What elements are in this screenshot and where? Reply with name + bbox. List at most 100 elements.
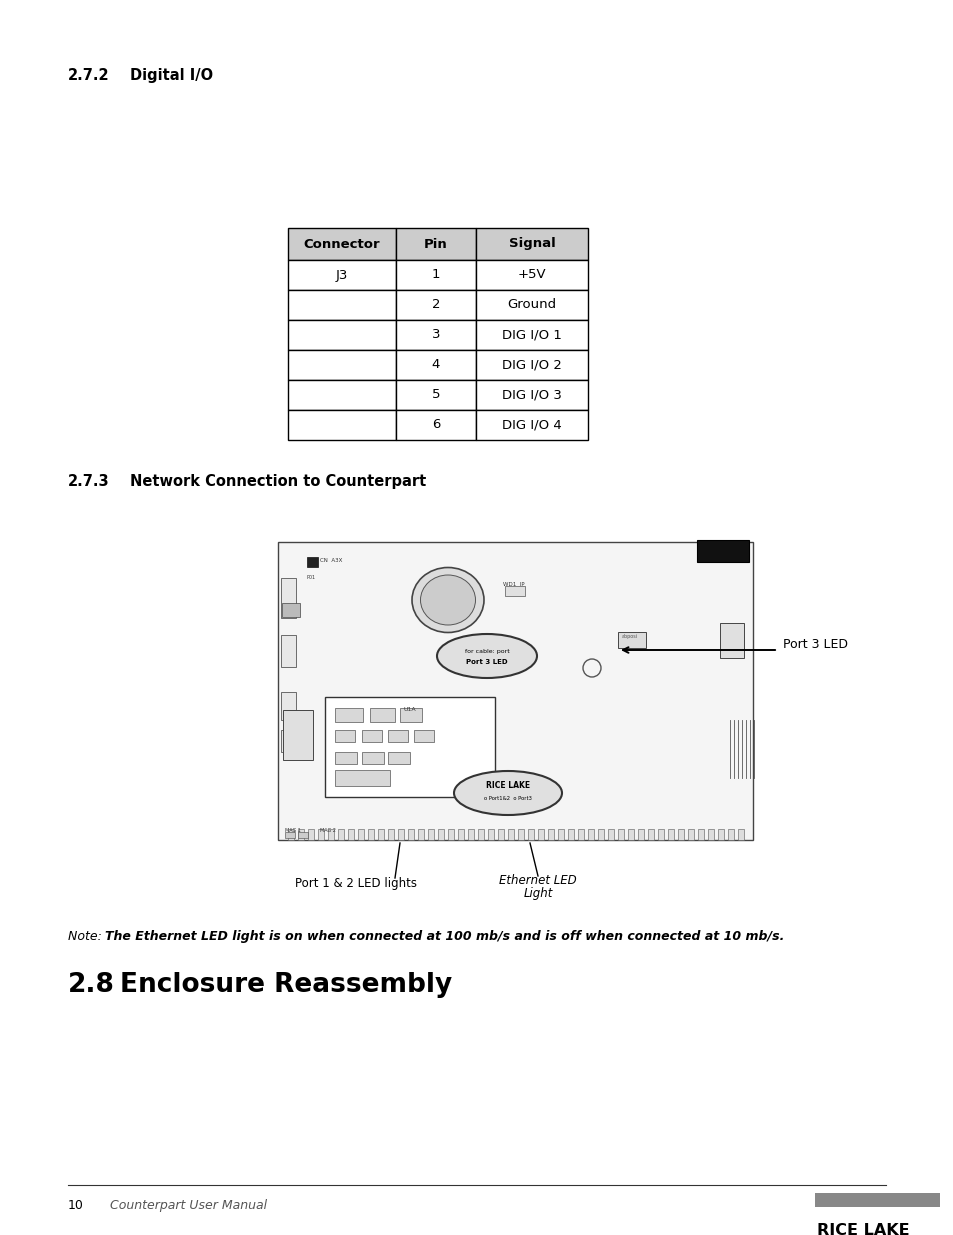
Bar bbox=[288, 829, 294, 840]
Bar bbox=[307, 557, 317, 567]
Bar bbox=[408, 829, 414, 840]
Bar bbox=[638, 829, 643, 840]
Text: RICE LAKE: RICE LAKE bbox=[816, 1223, 908, 1235]
Bar bbox=[720, 622, 743, 658]
Bar bbox=[388, 752, 410, 764]
Text: DIG I/O 2: DIG I/O 2 bbox=[501, 358, 561, 372]
Bar bbox=[814, 1193, 939, 1207]
Bar bbox=[370, 708, 395, 722]
Bar bbox=[476, 320, 587, 350]
Bar bbox=[395, 380, 476, 410]
Bar bbox=[395, 290, 476, 320]
Text: The Ethernet LED light is on when connected at 100 mb/s and is off when connecte: The Ethernet LED light is on when connec… bbox=[105, 930, 783, 944]
Bar bbox=[281, 578, 295, 618]
Bar bbox=[476, 228, 587, 261]
Bar bbox=[388, 730, 408, 742]
Bar bbox=[395, 320, 476, 350]
Bar bbox=[288, 410, 395, 440]
Bar bbox=[547, 829, 554, 840]
Bar bbox=[297, 832, 308, 839]
Text: 2.7.3: 2.7.3 bbox=[68, 474, 110, 489]
Text: U1A: U1A bbox=[403, 706, 416, 713]
Bar bbox=[417, 829, 423, 840]
Bar bbox=[504, 585, 524, 597]
Bar bbox=[368, 829, 374, 840]
Text: Ground: Ground bbox=[507, 299, 556, 311]
Bar bbox=[348, 829, 354, 840]
Bar bbox=[488, 829, 494, 840]
Text: Signal: Signal bbox=[508, 237, 555, 251]
Ellipse shape bbox=[454, 771, 561, 815]
Bar bbox=[335, 752, 356, 764]
Bar bbox=[308, 829, 314, 840]
Text: 6: 6 bbox=[432, 419, 439, 431]
Bar bbox=[395, 350, 476, 380]
Bar bbox=[598, 829, 603, 840]
Text: abposi: abposi bbox=[621, 634, 638, 638]
Bar bbox=[282, 603, 299, 618]
Bar bbox=[325, 697, 495, 797]
Bar bbox=[476, 350, 587, 380]
Ellipse shape bbox=[420, 576, 475, 625]
Text: Ethernet LED: Ethernet LED bbox=[498, 874, 577, 888]
Text: DIG I/O 1: DIG I/O 1 bbox=[501, 329, 561, 342]
Bar bbox=[618, 632, 645, 648]
Bar bbox=[414, 730, 434, 742]
Text: J3: J3 bbox=[335, 268, 348, 282]
Bar bbox=[738, 829, 743, 840]
Bar bbox=[667, 829, 673, 840]
Bar bbox=[285, 832, 294, 839]
Bar bbox=[335, 769, 390, 785]
Bar bbox=[727, 829, 733, 840]
Bar bbox=[507, 829, 514, 840]
Bar bbox=[281, 692, 295, 720]
Bar bbox=[476, 261, 587, 290]
Text: MAG 2: MAG 2 bbox=[319, 827, 335, 832]
Bar bbox=[328, 829, 334, 840]
Text: Port 1 & 2 LED lights: Port 1 & 2 LED lights bbox=[294, 877, 416, 889]
Bar bbox=[399, 708, 421, 722]
Bar bbox=[288, 350, 395, 380]
Bar bbox=[457, 829, 463, 840]
Bar bbox=[476, 290, 587, 320]
Text: Port 3 LED: Port 3 LED bbox=[782, 638, 847, 652]
Bar bbox=[587, 829, 594, 840]
Bar bbox=[288, 290, 395, 320]
Bar bbox=[395, 261, 476, 290]
Bar bbox=[476, 410, 587, 440]
Bar bbox=[377, 829, 384, 840]
Text: DIG I/O 4: DIG I/O 4 bbox=[501, 419, 561, 431]
Text: 5: 5 bbox=[432, 389, 439, 401]
Bar bbox=[395, 410, 476, 440]
Bar bbox=[283, 710, 313, 760]
Text: Connector: Connector bbox=[303, 237, 380, 251]
Bar bbox=[697, 540, 748, 562]
Text: 2.8: 2.8 bbox=[68, 972, 114, 998]
Text: 4: 4 bbox=[432, 358, 439, 372]
Bar bbox=[707, 829, 713, 840]
Bar bbox=[361, 752, 384, 764]
Bar bbox=[578, 829, 583, 840]
Bar bbox=[395, 228, 476, 261]
Bar bbox=[281, 730, 295, 752]
Text: MAG 1: MAG 1 bbox=[285, 827, 300, 832]
Bar bbox=[527, 829, 534, 840]
Bar bbox=[448, 829, 454, 840]
Bar bbox=[297, 829, 304, 840]
Bar bbox=[627, 829, 634, 840]
Text: Light: Light bbox=[523, 888, 552, 900]
Text: +5V: +5V bbox=[517, 268, 546, 282]
Text: Pin: Pin bbox=[424, 237, 447, 251]
Bar bbox=[388, 829, 394, 840]
Bar bbox=[288, 320, 395, 350]
Bar bbox=[497, 829, 503, 840]
Text: RICE LAKE: RICE LAKE bbox=[485, 781, 530, 789]
Text: Counterpart User Manual: Counterpart User Manual bbox=[110, 1199, 267, 1212]
Bar bbox=[718, 829, 723, 840]
Text: Note:: Note: bbox=[68, 930, 106, 944]
Bar bbox=[618, 829, 623, 840]
Bar bbox=[517, 829, 523, 840]
Text: 2.7.2: 2.7.2 bbox=[68, 68, 110, 83]
Text: WD1  IP: WD1 IP bbox=[502, 582, 524, 587]
Bar bbox=[317, 829, 324, 840]
